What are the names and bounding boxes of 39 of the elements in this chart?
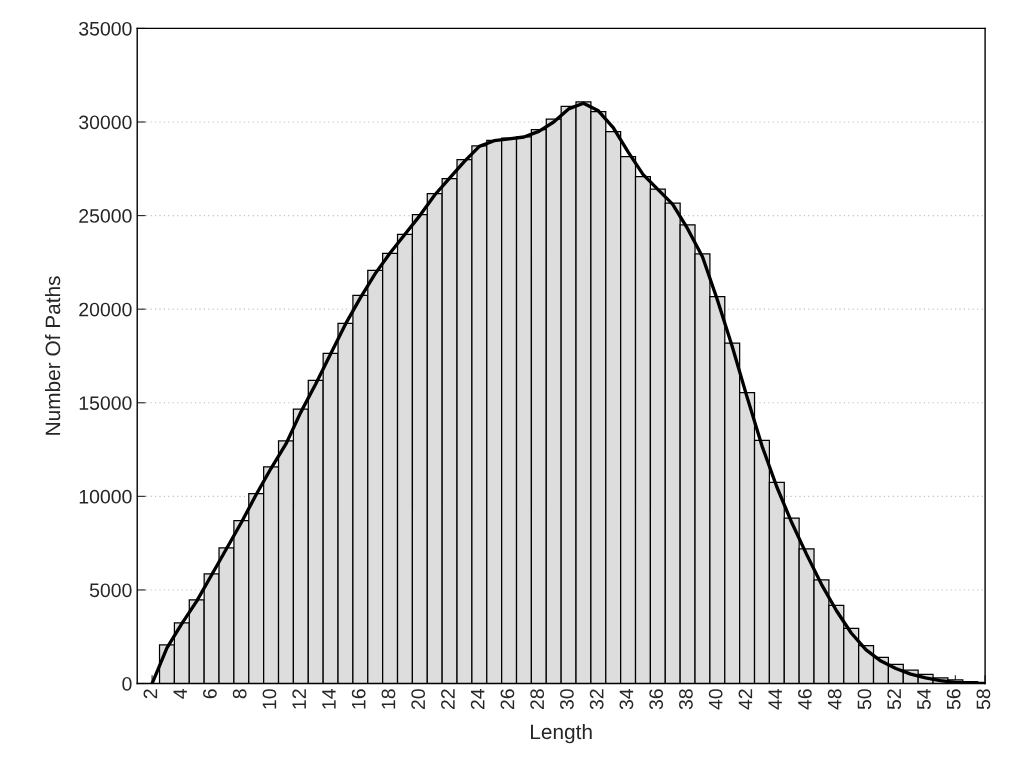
y-tick-label: 10000 [79,489,132,504]
x-tick-label: 28 [530,689,545,710]
x-tick-label: 10 [262,689,277,709]
x-tick-label: 52 [887,689,902,710]
x-tick-label: 8 [232,689,247,699]
x-tick-label: 6 [203,689,217,699]
x-tick-label: 22 [441,689,455,710]
y-tick-label: 20000 [79,302,132,317]
x-tick-label: 58 [976,689,991,710]
y-tick-label: 15000 [79,396,132,410]
y-axis-title: Number Of Paths [44,276,61,435]
x-tick-label: 12 [292,689,306,709]
x-tick-label: 42 [738,689,753,710]
x-tick-label: 30 [560,689,574,710]
x-tick-label: 18 [381,689,396,709]
x-tick-label: 36 [649,689,664,710]
x-tick-label: 40 [708,689,723,710]
x-axis-title: Length [531,723,592,744]
x-tick-label: 48 [827,689,842,710]
y-tick-label: 5000 [89,583,132,598]
y-tick-label: 0 [122,676,132,691]
x-tick-label: 4 [173,688,187,699]
x-tick-label: 20 [411,689,426,710]
y-tick-label: 25000 [79,209,132,223]
x-tick-label: 44 [768,688,782,710]
x-tick-label: 34 [619,688,634,710]
x-tick-label: 56 [946,689,961,710]
y-tick-label: 35000 [79,21,132,36]
x-tick-label: 32 [589,689,604,710]
x-tick-label: 26 [500,689,515,710]
y-tick-label: 30000 [79,115,132,130]
x-tick-label: 2 [143,689,158,699]
x-tick-label: 16 [351,689,366,709]
x-tick-label: 24 [470,688,485,710]
x-tick-label: 38 [679,689,693,710]
x-tick-label: 54 [917,688,931,710]
x-tick-label: 50 [857,689,872,710]
x-tick-label: 46 [798,689,812,710]
x-tick-label: 14 [322,688,336,709]
